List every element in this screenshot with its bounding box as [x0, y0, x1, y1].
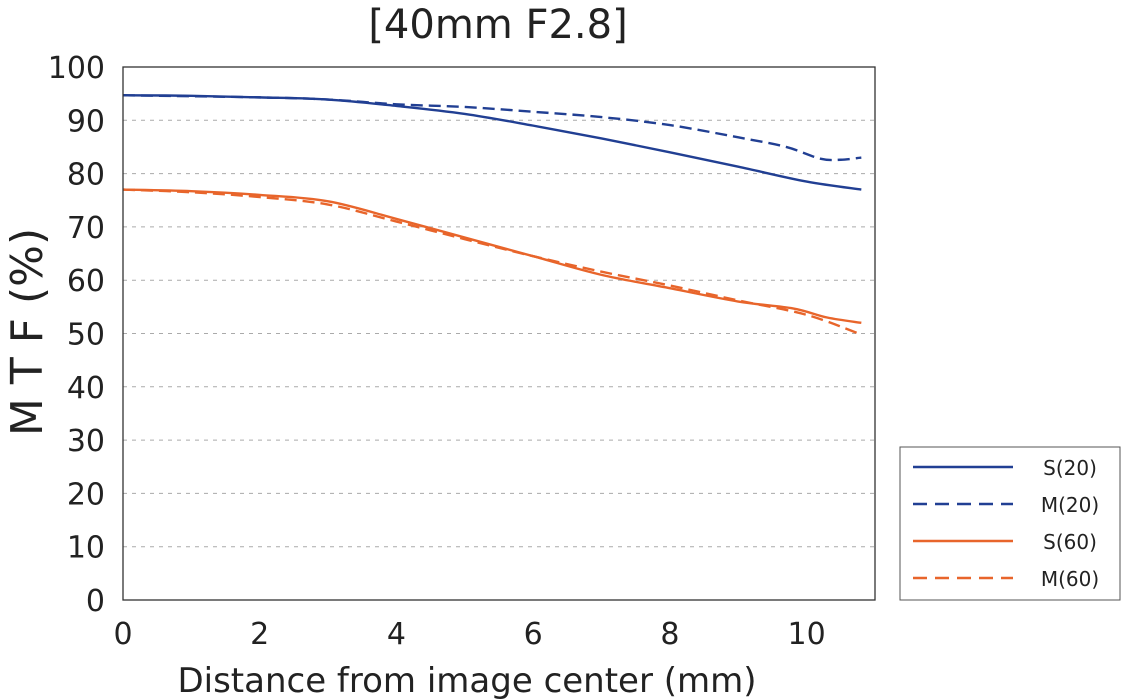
x-tick-label: 8 [660, 617, 679, 652]
legend-label-m20: M(20) [1041, 493, 1099, 517]
y-tick-label: 100 [48, 51, 105, 86]
legend: S(20) M(20) S(60) M(60) [899, 446, 1121, 601]
series-lines [122, 94, 862, 336]
series-line-m20 [122, 94, 862, 162]
x-tick-labels: 0 2 4 6 8 10 [113, 617, 825, 652]
grid [123, 119, 875, 548]
x-tick-label: 2 [250, 617, 269, 652]
plot-frame [122, 66, 876, 601]
x-axis-label: Distance from image center (mm) [177, 661, 756, 700]
y-tick-label: 40 [67, 371, 105, 406]
series-line-s60 [122, 188, 862, 325]
chart-title: [40mm F2.8] [368, 2, 627, 48]
y-tick-label: 10 [67, 531, 105, 566]
y-tick-label: 50 [67, 318, 105, 353]
y-tick-label: 90 [67, 104, 105, 139]
y-tick-labels: 0 10 20 30 40 50 60 70 80 90 100 [48, 51, 105, 619]
series-line-m60 [122, 188, 862, 336]
y-tick-label: 30 [67, 424, 105, 459]
y-tick-label: 70 [67, 211, 105, 246]
legend-label-s60: S(60) [1043, 530, 1097, 554]
x-tick-label: 0 [113, 617, 132, 652]
x-tick-label: 6 [524, 617, 543, 652]
y-axis-label: M T F (%) [2, 228, 53, 436]
x-tick-label: 4 [387, 617, 406, 652]
y-tick-label: 20 [67, 477, 105, 512]
y-tick-label: 80 [67, 158, 105, 193]
y-tick-label: 60 [67, 264, 105, 299]
legend-box [899, 446, 1121, 601]
legend-label-s20: S(20) [1043, 456, 1097, 480]
x-tick-label: 10 [788, 617, 826, 652]
y-tick-label: 0 [86, 584, 105, 619]
legend-label-m60: M(60) [1041, 567, 1099, 591]
